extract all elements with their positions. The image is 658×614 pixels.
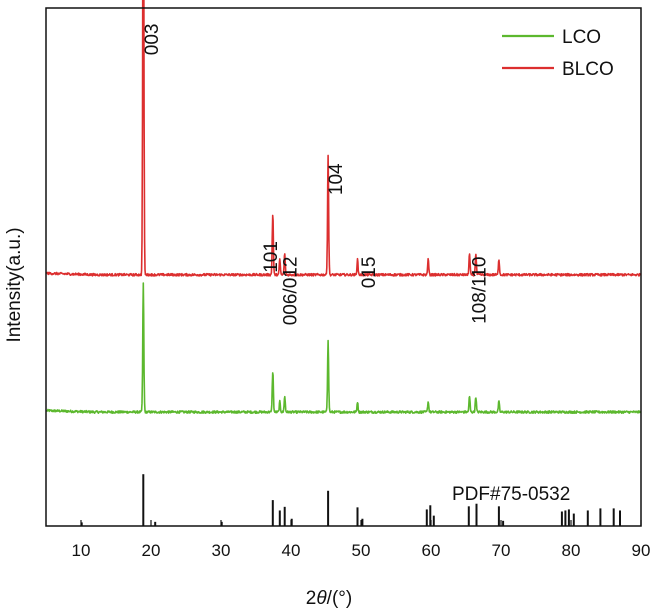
peak-label-0: 003 — [142, 24, 163, 56]
plot-series — [45, 0, 641, 415]
x-axis-label-theta: θ — [316, 588, 327, 609]
peak-label-4: 015 — [359, 257, 380, 289]
peak-label-2: 006/012 — [281, 257, 302, 326]
x-axis-label-prefix: 2 — [306, 588, 317, 609]
x-tick-label-80: 80 — [562, 541, 581, 560]
series-line-blco — [46, 0, 641, 277]
x-axis-label-suffix: /(°) — [327, 588, 353, 609]
x-tick-label-50: 50 — [352, 541, 371, 560]
series-line-lco — [45, 282, 641, 415]
x-tick-label-10: 10 — [72, 541, 91, 560]
x-tick-label-70: 70 — [492, 541, 511, 560]
x-tick-label-90: 90 — [632, 541, 651, 560]
x-axis-label: 2θ/(°) — [306, 588, 352, 609]
x-tick-label-20: 20 — [142, 541, 161, 560]
peak-label-1: 101 — [261, 241, 282, 273]
peak-label-5: 108/110 — [470, 257, 491, 324]
x-tick-label-60: 60 — [422, 541, 441, 560]
legend-label-blco: BLCO — [562, 59, 614, 80]
x-tick-label-30: 30 — [212, 541, 231, 560]
x-axis-ticks: 10 20 30 40 50 60 70 80 90 — [72, 520, 651, 560]
legend-label-lco: LCO — [562, 27, 601, 48]
plot-reference — [80, 474, 621, 526]
plot-frame — [45, 7, 642, 527]
legend: LCO BLCO — [502, 27, 614, 80]
x-tick-label-40: 40 — [282, 541, 301, 560]
peak-label-3: 104 — [326, 163, 347, 195]
reference-pdf-label: PDF#75-0532 — [452, 484, 570, 505]
y-axis-label: Intensity(a.u.) — [4, 227, 25, 342]
